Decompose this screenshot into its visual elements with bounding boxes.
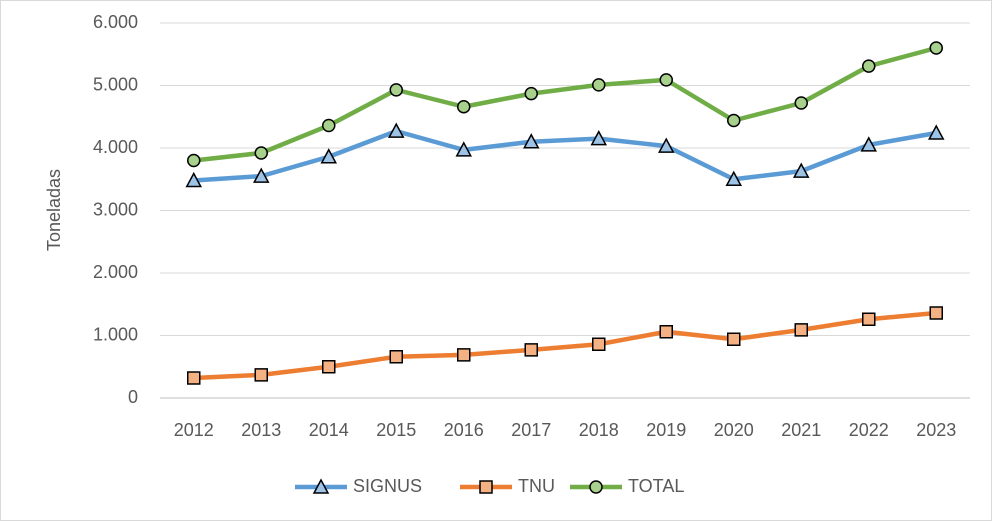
marker — [794, 323, 808, 337]
marker — [254, 146, 268, 160]
marker — [659, 73, 673, 87]
y-tick-label: 0 — [128, 387, 138, 407]
marker — [927, 124, 945, 140]
y-tick-label: 6.000 — [93, 12, 138, 32]
marker — [320, 148, 338, 164]
y-tick-label: 1.000 — [93, 324, 138, 344]
marker — [592, 337, 606, 351]
marker — [929, 41, 943, 55]
marker — [725, 170, 743, 186]
marker — [322, 118, 336, 133]
marker — [792, 162, 810, 178]
marker — [727, 113, 741, 128]
marker — [794, 96, 808, 110]
marker — [312, 478, 330, 494]
y-tick-label: 2.000 — [93, 262, 138, 282]
marker — [659, 325, 673, 339]
marker — [187, 153, 201, 168]
marker — [862, 312, 876, 326]
x-tick-label: 2013 — [241, 420, 281, 440]
x-tick-label: 2018 — [579, 420, 619, 440]
marker — [322, 360, 336, 374]
marker — [389, 350, 403, 364]
legend-label: SIGNUS — [353, 476, 422, 496]
marker — [522, 133, 540, 149]
x-tick-label: 2019 — [646, 420, 686, 440]
marker — [862, 59, 876, 73]
marker — [387, 122, 405, 138]
marker — [457, 348, 471, 362]
marker — [589, 480, 603, 494]
y-tick-label: 3.000 — [93, 199, 138, 219]
marker — [457, 100, 471, 114]
marker — [254, 368, 268, 382]
x-tick-label: 2012 — [174, 420, 214, 440]
x-tick-label: 2020 — [714, 420, 754, 440]
marker — [592, 78, 606, 92]
marker — [479, 480, 493, 494]
y-tick-label: 5.000 — [93, 74, 138, 94]
marker — [252, 167, 270, 183]
marker — [524, 343, 538, 357]
marker — [860, 136, 878, 152]
marker — [590, 130, 608, 146]
marker — [185, 171, 203, 188]
x-tick-label: 2016 — [444, 420, 484, 440]
legend-label: TNU — [518, 476, 555, 496]
x-tick-label: 2015 — [376, 420, 416, 440]
y-tick-label: 4.000 — [93, 137, 138, 157]
marker — [727, 332, 741, 346]
x-tick-label: 2022 — [849, 420, 889, 440]
marker — [524, 86, 538, 101]
x-tick-label: 2021 — [781, 420, 821, 440]
marker — [455, 141, 473, 157]
marker — [929, 306, 943, 320]
series-line — [193, 45, 937, 163]
marker — [187, 371, 201, 385]
marker — [389, 83, 403, 97]
marker — [657, 137, 675, 153]
x-tick-label: 2023 — [916, 420, 956, 440]
legend-label: TOTAL — [628, 476, 684, 496]
series-line — [193, 128, 937, 183]
x-tick-label: 2014 — [309, 420, 349, 440]
y-axis-label: Toneladas — [44, 169, 64, 251]
series-line — [193, 310, 937, 381]
x-tick-label: 2017 — [511, 420, 551, 440]
